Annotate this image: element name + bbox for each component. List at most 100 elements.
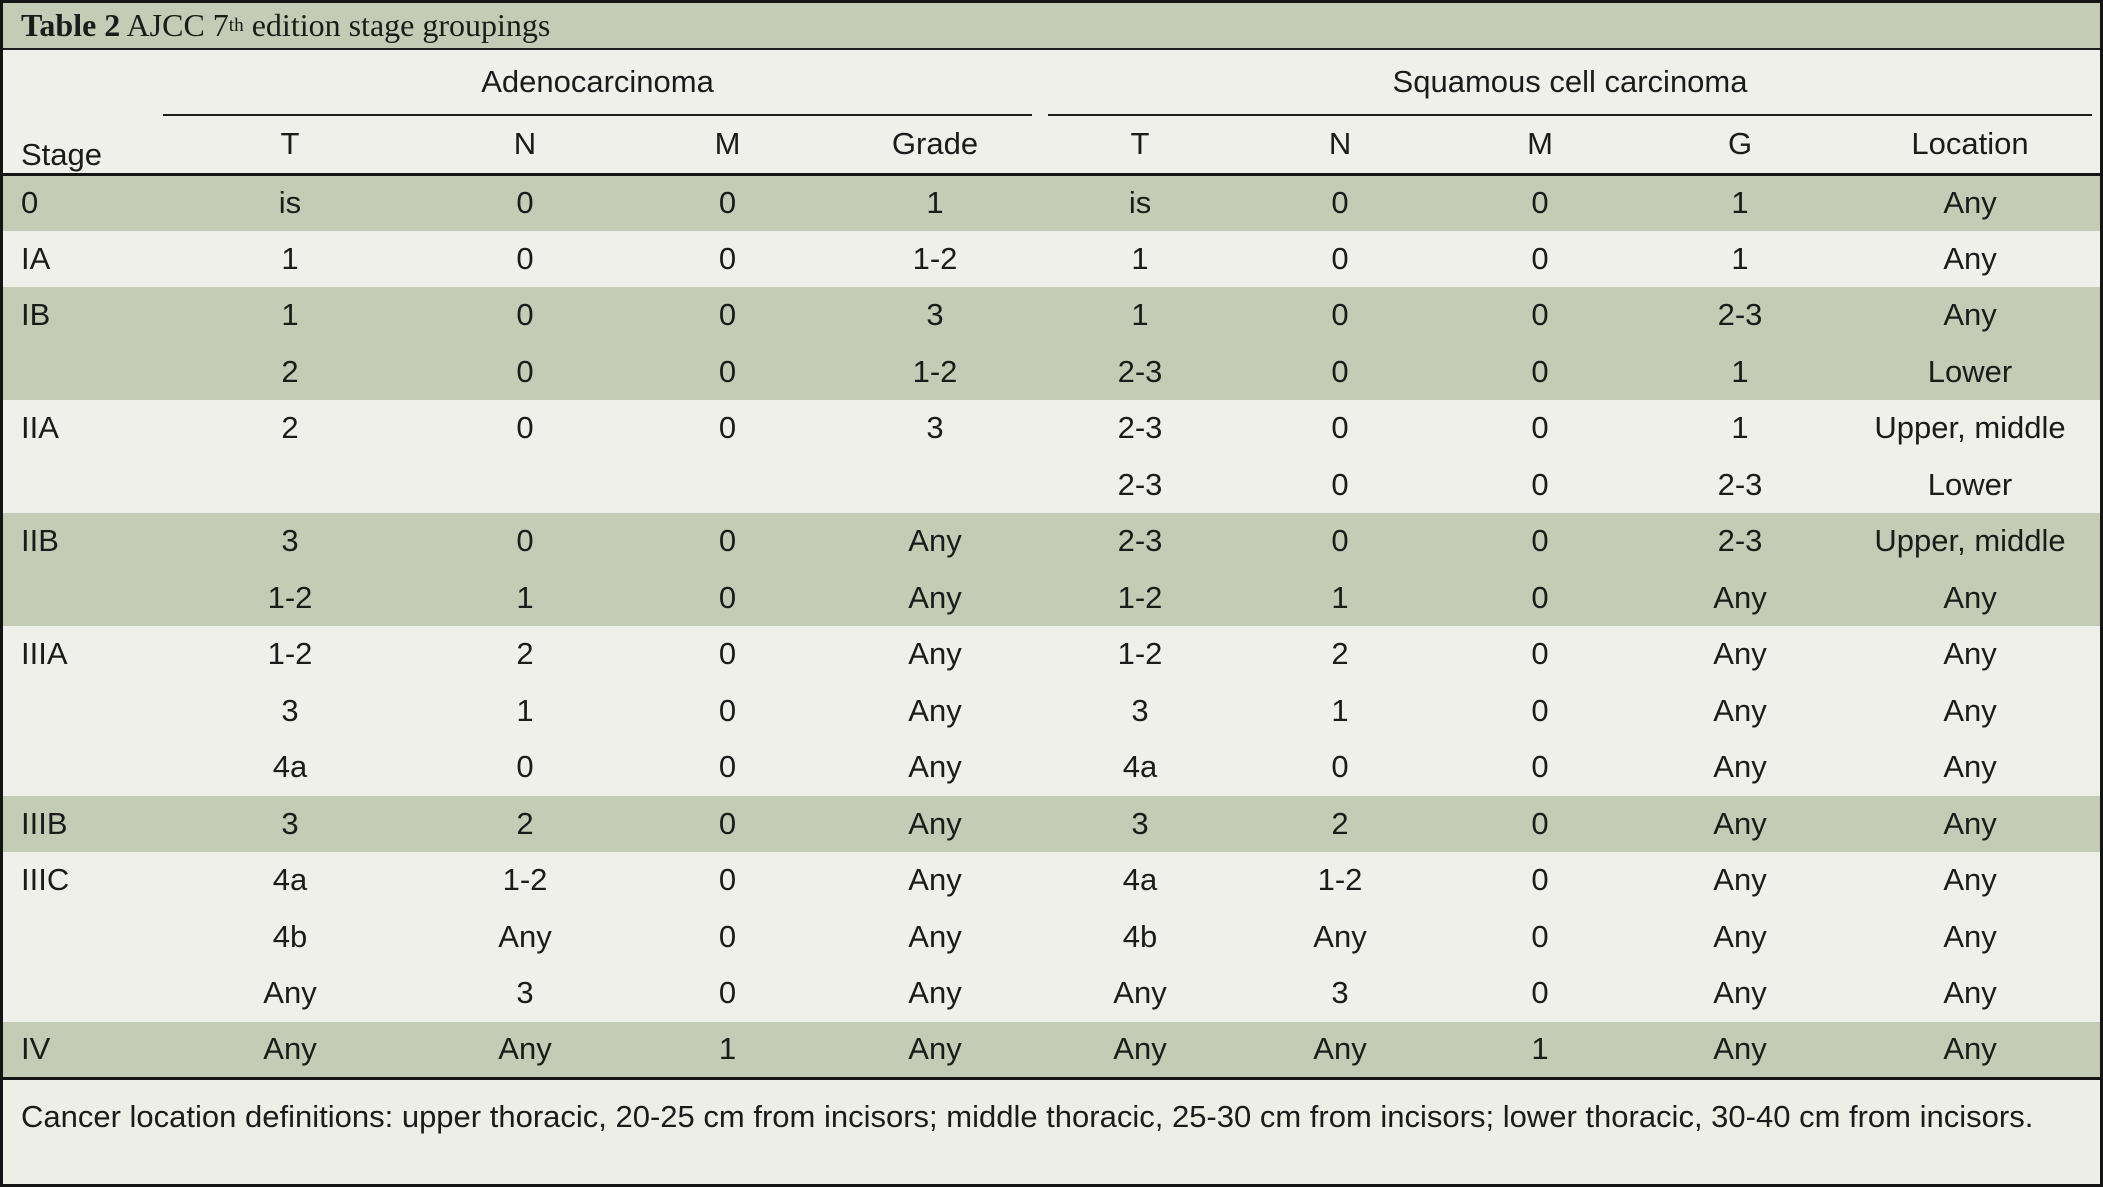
value-cell: 1 [1131, 297, 1149, 333]
value-cell: 1 [1331, 692, 1349, 728]
value-cell: 4b [1122, 918, 1158, 954]
stage-cell [3, 457, 155, 514]
value-cell: Any [1113, 1031, 1167, 1066]
column-header-adeno-m: M [714, 126, 741, 162]
table-row: 4b Any 0 Any 4b Any 0 Any Any [3, 908, 2101, 966]
value-cell: Any [1943, 749, 1997, 785]
value-cell: 1-2 [912, 240, 958, 276]
stage-cell: IIIB [21, 805, 68, 841]
value-cell: Any [1943, 185, 1997, 220]
value-cell: Any [1943, 975, 1997, 1011]
table-row: IV Any Any 1 Any Any Any 1 Any Any [3, 1021, 2101, 1078]
value-cell: Any [1943, 1031, 1997, 1066]
value-cell: Any [908, 862, 962, 898]
value-cell: Any [1713, 692, 1767, 728]
value-cell: 1 [1731, 185, 1749, 220]
value-cell: Upper, middle [1874, 410, 2066, 446]
table-row: IB 1 0 0 3 1 0 0 2-3 Any [3, 287, 2101, 344]
value-cell: 0 [718, 918, 737, 954]
value-cell: 0 [718, 692, 737, 728]
value-cell: 0 [1331, 523, 1349, 559]
group-header-adenocarcinoma: Adenocarcinoma [155, 50, 1040, 116]
value-cell: 2 [281, 410, 299, 446]
stage-cell [3, 909, 155, 966]
value-cell: Any [1943, 636, 1997, 672]
value-cell: Any [1113, 975, 1167, 1011]
value-cell [155, 457, 425, 514]
value-cell: 1 [926, 185, 944, 220]
value-cell: Any [1313, 1031, 1367, 1066]
column-header-adeno-t: T [280, 126, 300, 162]
value-cell: 0 [1331, 297, 1349, 333]
value-cell: 0 [718, 240, 737, 276]
value-cell: 1-2 [1117, 636, 1163, 672]
value-cell: 1-2 [267, 636, 313, 672]
value-cell: 0 [516, 410, 534, 446]
value-cell: 4a [1122, 862, 1158, 898]
stage-cell [3, 344, 155, 401]
stage-cell [3, 739, 155, 796]
value-cell: Any [1313, 918, 1367, 954]
table-row: 2-3 0 0 2-3 Lower [3, 456, 2101, 514]
value-cell: 0 [1531, 466, 1549, 502]
value-cell: 2 [1331, 636, 1349, 672]
value-cell: 0 [1531, 918, 1549, 954]
stage-cell: IIA [21, 410, 59, 446]
value-cell: Any [908, 749, 962, 785]
value-cell: Any [1943, 918, 1997, 954]
value-cell: 0 [718, 523, 737, 559]
value-cell: Any [908, 918, 962, 954]
value-cell: 1 [1531, 1031, 1549, 1066]
stage-cell: 0 [21, 185, 39, 220]
value-cell: 1 [281, 297, 299, 333]
table-row: 4a 0 0 Any 4a 0 0 Any Any [3, 739, 2101, 796]
value-cell: 0 [718, 975, 737, 1011]
value-cell: 2-3 [1117, 410, 1163, 446]
value-cell: 0 [1331, 749, 1349, 785]
value-cell: 0 [1531, 579, 1549, 615]
table-row: IIIA 1-2 2 0 Any 1-2 2 0 Any Any [3, 626, 2101, 683]
table-row: IIB 3 0 0 Any 2-3 0 0 2-3 Upper, middle [3, 513, 2101, 570]
column-header-squam-n: N [1328, 126, 1352, 162]
value-cell: 1-2 [267, 579, 313, 615]
column-header-squam-g: G [1727, 126, 1753, 162]
stage-cell [3, 570, 155, 627]
value-cell: Any [1713, 975, 1767, 1011]
value-cell: 0 [1331, 240, 1349, 276]
table-body: 0 is 0 0 1 is 0 0 1 Any IA 1 0 0 1-2 1 0 0 1 Any IB 1 0 0 3 1 0 0 2-… [3, 174, 2101, 1078]
value-cell: 0 [516, 240, 534, 276]
value-cell: 0 [516, 185, 534, 220]
table-footnote: Cancer location definitions: upper thora… [3, 1079, 2100, 1184]
value-cell: 0 [516, 353, 534, 389]
value-cell: 0 [1331, 410, 1349, 446]
value-cell: 1 [281, 240, 299, 276]
value-cell: 0 [1531, 185, 1549, 220]
value-cell: 1 [1731, 353, 1749, 389]
value-cell: 0 [1331, 185, 1349, 220]
value-cell: 0 [1531, 805, 1549, 841]
stage-cell: IIIC [21, 862, 70, 898]
value-cell: 3 [926, 410, 944, 446]
value-cell: 0 [718, 353, 737, 389]
value-cell: Any [1713, 862, 1767, 898]
value-cell: 3 [281, 805, 299, 841]
value-cell: 2-3 [1717, 523, 1763, 559]
group-header-squamous-cell-carcinoma: Squamous cell carcinoma [1040, 50, 2100, 116]
value-cell: Any [1943, 692, 1997, 728]
value-cell: 0 [718, 805, 737, 841]
value-cell: 1-2 [502, 862, 548, 898]
value-cell [625, 457, 830, 514]
value-cell: 4a [272, 749, 308, 785]
value-cell: 2 [516, 805, 534, 841]
value-cell: 1 [1731, 240, 1749, 276]
value-cell: 0 [516, 297, 534, 333]
table-row: IA 1 0 0 1-2 1 0 0 1 Any [3, 230, 2101, 287]
value-cell: Any [908, 805, 962, 841]
value-cell: 1-2 [912, 353, 958, 389]
value-cell: Any [498, 918, 552, 954]
value-cell: 0 [1331, 353, 1349, 389]
value-cell: 0 [1531, 862, 1549, 898]
value-cell: 2-3 [1717, 297, 1763, 333]
column-header-squam-t: T [1130, 126, 1150, 162]
